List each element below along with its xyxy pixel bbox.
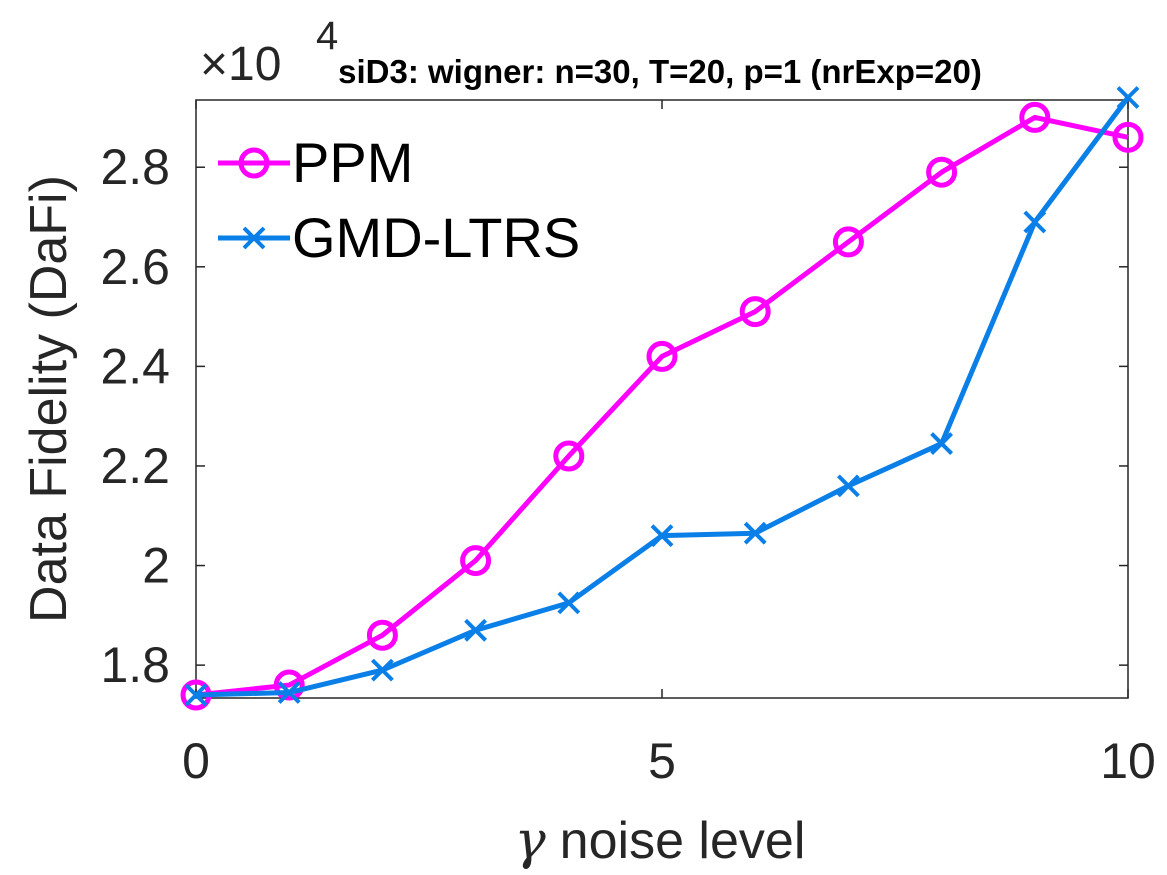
- legend: PPM GMD-LTRS: [218, 131, 580, 269]
- y-axis-label: Data Fidelity (DaFi): [20, 175, 78, 623]
- data-point-ppm: [926, 156, 958, 188]
- x-tick-label: 10: [1100, 733, 1156, 789]
- data-point-gmd-ltrs: [743, 521, 767, 545]
- data-point-gmd-ltrs: [464, 618, 488, 642]
- y-ticks: 1.8 2 2.2 2.4 2.6 2.8: [100, 139, 1128, 693]
- plot-area: [195, 99, 1129, 699]
- data-point-ppm: [553, 440, 585, 472]
- data-point-ppm: [832, 226, 864, 258]
- data-point-ppm: [460, 545, 492, 577]
- data-point-gmd-ltrs: [1023, 210, 1047, 234]
- y-tick-label: 2: [142, 538, 170, 594]
- x-axis-text: noise level: [560, 812, 806, 870]
- y-exponent: ×10 4: [200, 14, 338, 91]
- data-point-gmd-ltrs: [370, 658, 394, 682]
- chart-title: siD3: wigner: n=30, T=20, p=1 (nrExp=20): [338, 53, 982, 90]
- x-axis-label: γ noise level: [515, 811, 806, 871]
- y-tick-label: 2.8: [100, 139, 170, 195]
- data-point-ppm: [646, 340, 678, 372]
- legend-label-gmd-ltrs: GMD-LTRS: [292, 206, 580, 269]
- data-point-gmd-ltrs: [836, 474, 860, 498]
- y-tick-label: 1.8: [100, 637, 170, 693]
- legend-marker-gmd-ltrs: [242, 226, 266, 250]
- legend-label-ppm: PPM: [292, 131, 413, 194]
- data-point-gmd-ltrs: [930, 432, 954, 455]
- x-tick-label: 0: [182, 733, 210, 789]
- legend-marker-ppm: [238, 147, 270, 179]
- data-point-ppm: [273, 669, 305, 701]
- data-point-gmd-ltrs: [184, 683, 208, 707]
- data-point-ppm: [739, 296, 771, 328]
- x-ticks: 0 5 10: [182, 100, 1156, 789]
- y-tick-label: 2.4: [100, 338, 170, 394]
- y-tick-label: 2.6: [100, 239, 170, 295]
- series-layer: [180, 86, 1144, 711]
- data-point-gmd-ltrs: [277, 681, 301, 704]
- x-tick-label: 5: [648, 733, 676, 789]
- data-point-gmd-ltrs: [1116, 86, 1140, 109]
- data-point-gmd-ltrs: [650, 524, 674, 548]
- series-line-ppm: [195, 114, 1129, 698]
- x-axis-symbol: γ: [515, 811, 547, 871]
- y-tick-label: 2.2: [100, 438, 170, 494]
- data-point-ppm: [1112, 121, 1144, 153]
- series-gmd-ltrs: [184, 86, 1140, 707]
- data-point-ppm: [366, 619, 398, 651]
- data-point-ppm: [1019, 101, 1051, 133]
- series-ppm: [180, 101, 1144, 711]
- y-exponent-power: 4: [316, 14, 338, 58]
- y-exponent-prefix: ×10: [200, 38, 281, 91]
- data-point-gmd-ltrs: [557, 591, 581, 615]
